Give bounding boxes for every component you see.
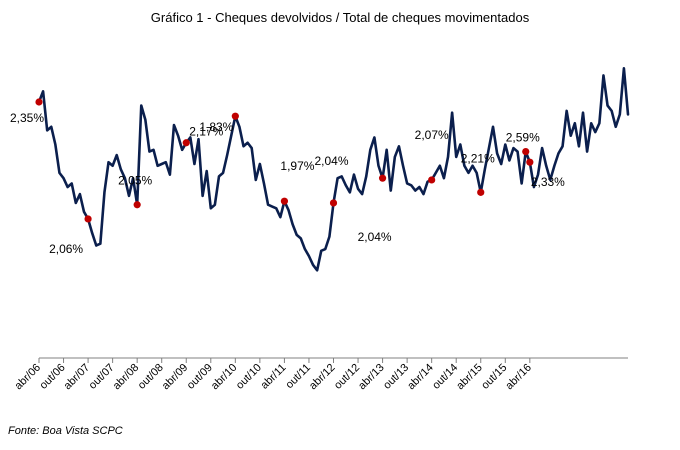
x-tick-label: out/07 [87, 362, 117, 392]
x-tick-label: out/06 [38, 362, 68, 392]
data-markers [35, 98, 534, 223]
x-tick-label: abr/07 [62, 362, 93, 393]
x-tick-label: abr/16 [503, 362, 534, 393]
data-label: 2,04% [358, 230, 392, 244]
x-tick-label: out/11 [284, 362, 314, 392]
data-label: 1,83% [199, 120, 233, 134]
x-tick-label: abr/14 [405, 362, 436, 393]
data-label: 2,35% [10, 111, 44, 125]
data-label: 1,97% [280, 159, 314, 173]
x-tick-label: out/08 [136, 362, 166, 392]
x-tick-label: abr/13 [356, 362, 387, 393]
data-marker [428, 176, 436, 184]
x-tick-label: abr/06 [13, 362, 44, 393]
data-marker [182, 139, 190, 147]
data-marker [526, 158, 534, 166]
source-note: Fonte: Boa Vista SCPC [8, 425, 123, 437]
data-marker [477, 188, 485, 196]
data-label: 2,21% [461, 151, 495, 165]
data-marker [329, 199, 338, 207]
series-line-layer [37, 67, 630, 272]
x-tick-label: out/10 [234, 362, 264, 392]
x-tick-label: abr/15 [454, 362, 485, 393]
data-marker [280, 197, 289, 205]
chart-title: Gráfico 1 - Cheques devolvidos / Total d… [150, 10, 530, 25]
data-label: 2,06% [49, 242, 83, 256]
x-tick-label: out/14 [430, 362, 460, 392]
data-label: 2,04% [314, 154, 348, 168]
x-tick-label: abr/10 [209, 362, 240, 393]
data-marker [133, 201, 141, 209]
x-tick-label: out/13 [381, 362, 411, 392]
x-tick-label: abr/12 [307, 362, 338, 393]
x-tick-label: abr/11 [259, 362, 289, 392]
data-labels: 2,35%2,06%2,05%2,17%1,83%1,97% 2,04%2,04%… [10, 111, 565, 256]
data-label: 2,07% [415, 128, 449, 142]
series-line [37, 67, 630, 272]
x-tick-label: out/09 [185, 362, 215, 392]
x-tick-label: out/12 [332, 362, 362, 392]
data-label: 2,33% [531, 175, 565, 189]
data-label: 2,05% [118, 174, 152, 188]
data-label: 2,59% [506, 131, 540, 145]
data-marker [35, 98, 43, 106]
data-marker [84, 215, 92, 223]
x-axis: abr/06out/06abr/07out/07abr/08out/08abr/… [13, 357, 628, 393]
data-label: 2,17% [189, 125, 223, 139]
data-marker [522, 148, 530, 156]
x-tick-label: out/15 [479, 362, 509, 392]
data-marker [231, 112, 239, 120]
x-tick-label: abr/09 [160, 362, 191, 393]
x-tick-label: abr/08 [111, 362, 142, 393]
data-marker [378, 174, 387, 182]
